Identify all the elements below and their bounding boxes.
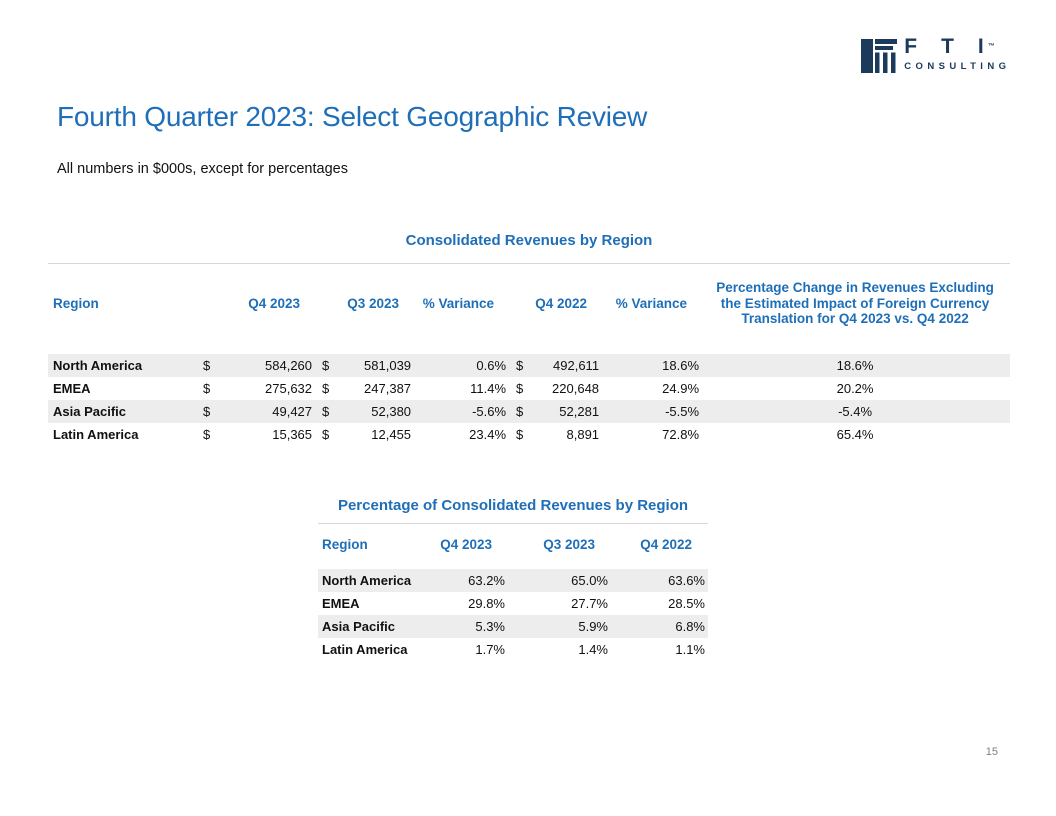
table-row: North America 63.2% 65.0% 63.6% bbox=[318, 569, 708, 592]
header-variance-1: % Variance bbox=[422, 295, 495, 311]
fx-change-value: 65.4% bbox=[836, 426, 874, 442]
logo-text: FTI™ CONSULTING bbox=[904, 36, 1006, 73]
revenues-table-title: Consolidated Revenues by Region bbox=[405, 232, 653, 249]
variance-2-value: -5.5% bbox=[665, 403, 700, 419]
q3-2023-value: 1.4% bbox=[578, 642, 608, 657]
percentage-revenues-table: Region Q4 2023 Q3 2023 Q4 2022 North Ame… bbox=[318, 524, 708, 661]
table-row: Asia Pacific $ 49,427 $ 52,380 -5.6% $ 5… bbox=[48, 399, 1011, 423]
region-cell: Asia Pacific bbox=[53, 403, 126, 419]
region-cell: Latin America bbox=[53, 426, 139, 442]
q4-2022-value: 52,281 bbox=[559, 403, 600, 419]
currency-symbol: $ bbox=[322, 426, 330, 442]
table-row: EMEA $ 275,632 $ 247,387 11.4% $ 220,648… bbox=[48, 377, 1010, 400]
q3-2023-value: 581,039 bbox=[364, 357, 412, 373]
variance-1-value: 23.4% bbox=[469, 426, 507, 442]
fti-consulting-logo: FTI™ CONSULTING bbox=[861, 36, 1006, 73]
q4-2022-value: 63.6% bbox=[668, 573, 705, 588]
header-region: Region bbox=[53, 295, 99, 311]
currency-symbol: $ bbox=[203, 380, 211, 396]
page-number: 15 bbox=[985, 746, 998, 758]
q3-2023-value: 12,455 bbox=[371, 426, 412, 442]
currency-symbol: $ bbox=[203, 403, 211, 419]
logo-brand-name: FTI bbox=[904, 35, 1008, 58]
q3-2023-value: 27.7% bbox=[571, 596, 608, 611]
table-row: Asia Pacific 5.3% 5.9% 6.8% bbox=[318, 615, 708, 638]
page-subtitle: All numbers in $000s, except for percent… bbox=[57, 161, 348, 177]
q3-2023-value: 65.0% bbox=[571, 573, 608, 588]
q4-2023-value: 584,260 bbox=[265, 357, 313, 373]
currency-symbol: $ bbox=[322, 380, 330, 396]
region-cell: North America bbox=[53, 357, 143, 373]
header-q4-2023: Q4 2023 bbox=[248, 295, 301, 311]
q4-2023-value: 275,632 bbox=[265, 380, 313, 396]
header-q4-2022: Q4 2022 bbox=[640, 537, 692, 552]
logo-letters: FTI™ bbox=[904, 36, 1030, 58]
consolidated-revenues-table: Region Q4 2023 Q3 2023 % Variance Q4 202… bbox=[48, 264, 1011, 446]
trademark-symbol: ™ bbox=[987, 43, 995, 50]
q4-2022-value: 28.5% bbox=[668, 596, 705, 611]
variance-1-value: 11.4% bbox=[470, 380, 507, 396]
fx-change-value: 20.2% bbox=[836, 380, 874, 396]
region-cell: EMEA bbox=[53, 380, 91, 396]
table-row: Latin America $ 15,365 $ 12,455 23.4% $ … bbox=[48, 423, 1010, 446]
region-cell: EMEA bbox=[322, 596, 360, 611]
q4-2023-value: 5.3% bbox=[475, 619, 505, 634]
currency-symbol: $ bbox=[322, 357, 330, 373]
q4-2023-value: 63.2% bbox=[468, 573, 505, 588]
variance-2-value: 18.6% bbox=[662, 357, 700, 373]
page-title: Fourth Quarter 2023: Select Geographic R… bbox=[57, 101, 648, 132]
q4-2022-value: 220,648 bbox=[552, 380, 600, 396]
header-variance-2: % Variance bbox=[615, 295, 688, 311]
currency-symbol: $ bbox=[516, 403, 524, 419]
consolidated-revenues-section: Consolidated Revenues by Region Region Q… bbox=[48, 232, 1011, 446]
currency-symbol: $ bbox=[203, 426, 211, 442]
variance-1-value: -5.6% bbox=[472, 403, 507, 419]
variance-2-value: 24.9% bbox=[662, 380, 700, 396]
q4-2022-value: 492,611 bbox=[553, 357, 600, 373]
fx-change-value: 18.6% bbox=[836, 357, 874, 373]
divider bbox=[48, 263, 1010, 264]
percentage-revenues-section: Percentage of Consolidated Revenues by R… bbox=[318, 497, 708, 661]
fx-change-value: -5.4% bbox=[838, 403, 873, 419]
logo-subtext: CONSULTING bbox=[904, 61, 1011, 72]
q4-2022-value: 8,891 bbox=[566, 426, 600, 442]
header-region: Region bbox=[322, 537, 368, 552]
q4-2023-value: 29.8% bbox=[468, 596, 505, 611]
fti-column-icon bbox=[861, 39, 898, 73]
divider bbox=[318, 523, 708, 524]
header-q3-2023: Q3 2023 bbox=[347, 295, 400, 311]
q4-2023-value: 49,427 bbox=[272, 403, 313, 419]
header-q3-2023: Q3 2023 bbox=[543, 537, 595, 552]
currency-symbol: $ bbox=[516, 380, 524, 396]
revenues-header-row: Region Q4 2023 Q3 2023 % Variance Q4 202… bbox=[48, 264, 1010, 354]
q3-2023-value: 5.9% bbox=[578, 619, 608, 634]
q4-2023-value: 1.7% bbox=[475, 642, 505, 657]
percentage-table-title: Percentage of Consolidated Revenues by R… bbox=[337, 497, 689, 514]
currency-symbol: $ bbox=[516, 357, 524, 373]
region-cell: Latin America bbox=[322, 642, 408, 657]
region-cell: North America bbox=[322, 573, 412, 588]
region-cell: Asia Pacific bbox=[322, 619, 395, 634]
q4-2022-value: 1.1% bbox=[675, 642, 705, 657]
table-row: Latin America 1.7% 1.4% 1.1% bbox=[318, 638, 708, 661]
q3-2023-value: 247,387 bbox=[364, 380, 412, 396]
q4-2022-value: 6.8% bbox=[675, 619, 705, 634]
variance-2-value: 72.8% bbox=[662, 426, 700, 442]
currency-symbol: $ bbox=[203, 357, 211, 373]
header-fx-change: Percentage Change in Revenues Excluding … bbox=[716, 280, 994, 326]
percentage-header-row: Region Q4 2023 Q3 2023 Q4 2022 bbox=[318, 524, 708, 569]
q3-2023-value: 52,380 bbox=[371, 403, 412, 419]
header-q4-2022: Q4 2022 bbox=[535, 295, 588, 311]
header-q4-2023: Q4 2023 bbox=[440, 537, 492, 552]
q4-2023-value: 15,365 bbox=[272, 426, 313, 442]
currency-symbol: $ bbox=[322, 403, 330, 419]
currency-symbol: $ bbox=[516, 426, 524, 442]
variance-1-value: 0.6% bbox=[476, 357, 507, 373]
table-row: North America $ 584,260 $ 581,039 0.6% $… bbox=[48, 353, 1011, 377]
table-row: EMEA 29.8% 27.7% 28.5% bbox=[318, 592, 708, 615]
